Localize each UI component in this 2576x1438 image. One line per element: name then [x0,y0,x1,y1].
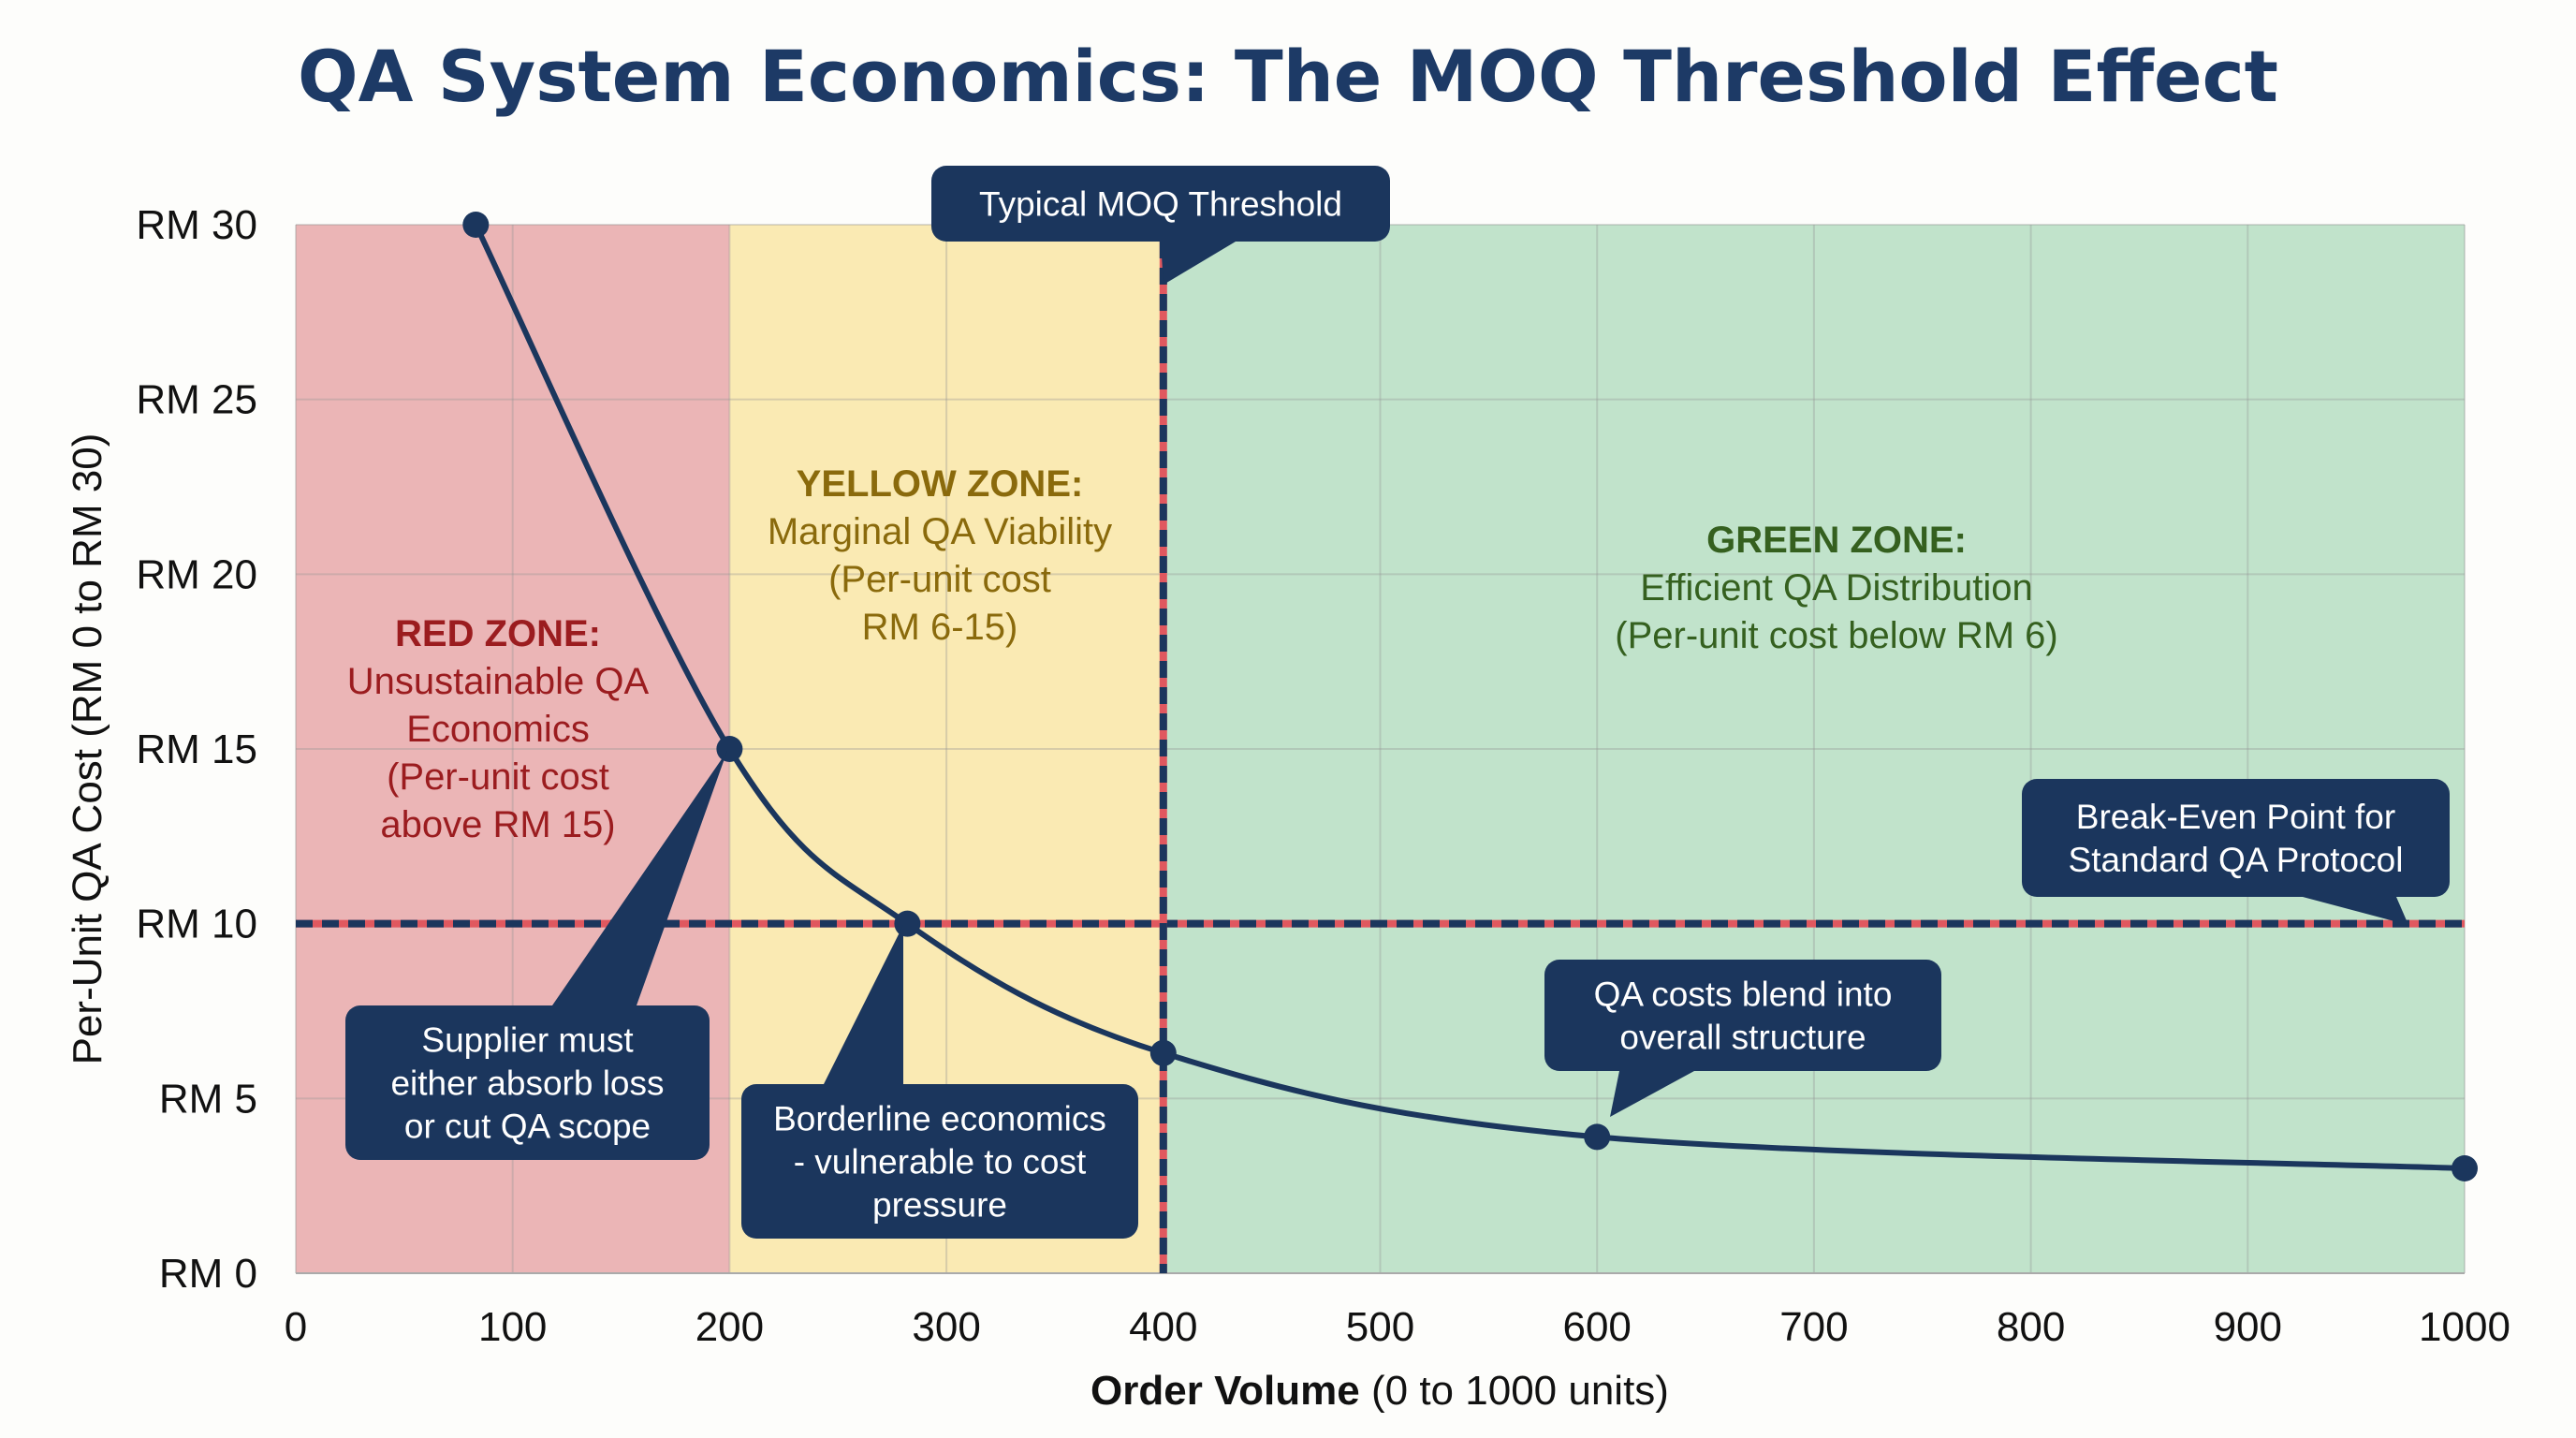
callout-box [931,166,1390,242]
data-point [894,910,921,937]
y-tick-label: RM 15 [136,726,257,772]
callout-pointer [552,751,727,1005]
x-tick-label: 1000 [2419,1304,2510,1350]
x-tick-label: 900 [2214,1304,2282,1350]
zone-band [1163,225,2465,1273]
callout-text: Supplier must [421,1021,634,1060]
x-tick-label: 600 [1562,1304,1631,1350]
x-axis-label-rest: (0 to 1000 units) [1371,1368,1669,1414]
x-tick-label: 300 [912,1304,980,1350]
data-point [2452,1155,2478,1181]
callout-pointer [1161,242,1236,285]
y-tick-label: RM 20 [136,551,257,597]
x-axis-label: Order Volume (0 to 1000 units) [1090,1368,1669,1414]
x-tick-label: 0 [285,1304,307,1350]
callout-text: overall structure [1619,1019,1866,1057]
x-tick-label: 700 [1779,1304,1848,1350]
y-tick-label: RM 0 [159,1251,257,1297]
zone-label: YELLOW ZONE: Marginal QA Viability (Per-un… [768,463,1112,648]
zone-description-line: above RM 15) [380,804,615,845]
callout-text: pressure [872,1186,1007,1225]
callout-box [345,1005,710,1160]
callout-box [2022,779,2450,897]
zone-description-line: (Per-unit cost below RM 6) [1615,615,2057,656]
callout-text: or cut QA scope [404,1108,651,1146]
zone-label: GREEN ZONE: Efficient QA Distribution (Per… [1615,520,2057,656]
data-point [716,736,743,762]
zone-heading: GREEN ZONE: [1706,520,1967,561]
y-tick-label: RM 30 [136,202,257,248]
zone-description-line: Efficient QA Distribution [1640,567,2032,609]
callout-box [1544,960,1941,1071]
callout-box [741,1084,1138,1239]
callout-text: Borderline economics [773,1100,1106,1138]
data-point [462,212,490,238]
callout-text: Standard QA Protocol [2069,841,2404,879]
callout-text: - vulnerable to cost [794,1143,1087,1181]
y-tick-label: RM 10 [136,902,257,947]
zone-label: RED ZONE: Unsustainable QA Economics (Per-u… [347,613,650,845]
zone-heading: RED ZONE: [395,613,601,654]
callout-text: Break-Even Point for [2076,798,2395,836]
y-tick-label: RM 5 [159,1076,257,1122]
data-point [1149,1039,1177,1066]
zone-description-line: Economics [406,709,590,750]
x-tick-label: 400 [1129,1304,1197,1350]
x-axis-label-bold: Order Volume [1090,1368,1360,1414]
x-tick-label: 500 [1346,1304,1414,1350]
x-tick-label: 200 [695,1304,764,1350]
cost-curve [473,223,2466,1171]
callout-text: QA costs blend into [1594,976,1893,1014]
y-axis-label: Per-Unit QA Cost (RM 0 to RM 30) [65,433,110,1065]
callout-text: either absorb loss [390,1064,664,1103]
zone-heading: YELLOW ZONE: [797,463,1084,505]
data-point [1584,1123,1611,1151]
zone-description-line: RM 6-15) [862,607,1018,648]
callout-pointer [1610,1071,1694,1117]
chart-title: QA System Economics: The MOQ Threshold E… [298,35,2278,118]
y-tick-label: RM 25 [136,377,257,423]
zone-description-line: (Per-unit cost [828,559,1051,600]
x-tick-label: 100 [478,1304,547,1350]
callout-pointer [2303,897,2408,925]
x-tick-label: 800 [1997,1304,2065,1350]
callout-pointer [824,925,903,1084]
callout-text: Typical MOQ Threshold [979,185,1342,224]
zone-description-line: Unsustainable QA [347,661,650,702]
zone-description-line: Marginal QA Viability [768,511,1112,552]
zone-description-line: (Per-unit cost [387,756,609,798]
